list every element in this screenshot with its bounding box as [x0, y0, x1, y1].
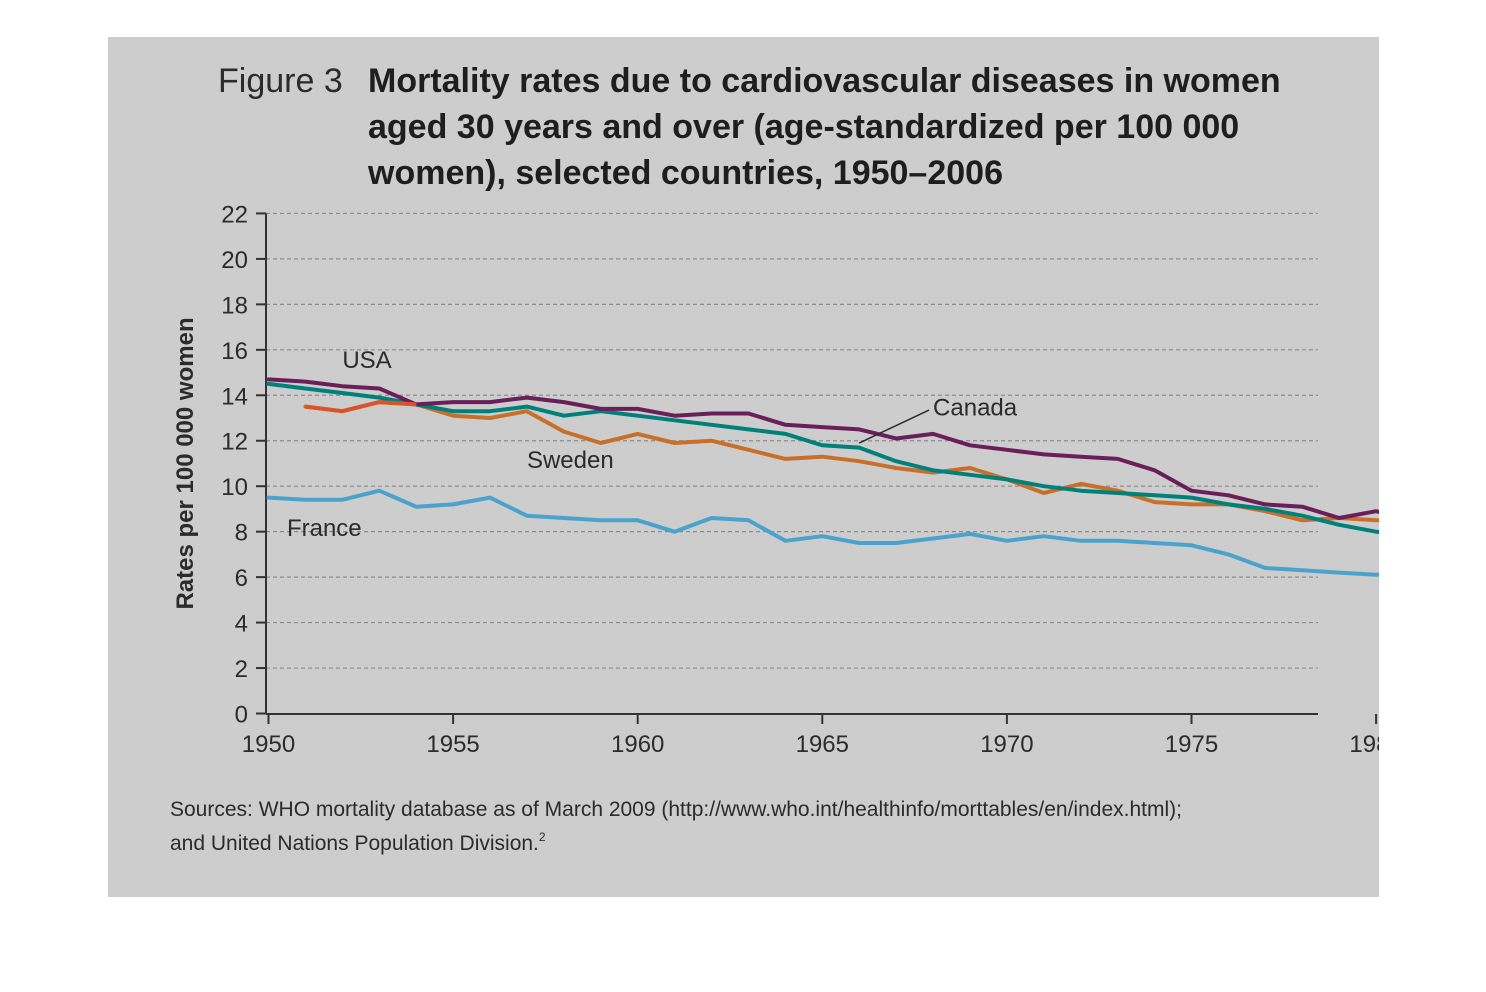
series-line-usa	[266, 377, 1379, 520]
chart-title-line-1: Mortality rates due to cardiovascular di…	[368, 62, 1281, 100]
x-tick-label: 1950	[242, 731, 295, 758]
sources-line-1: Sources: WHO mortality database as of Ma…	[170, 798, 1182, 821]
axes	[256, 212, 1378, 724]
sources-superscript: 2	[539, 830, 546, 844]
series-label-canada: Canada	[933, 395, 1018, 422]
figure-label: Figure 3	[218, 62, 343, 100]
series-line-sweden-early	[305, 400, 417, 414]
y-tick-label: 22	[221, 201, 248, 228]
y-tick-label: 18	[221, 292, 248, 319]
series-label-france: France	[287, 515, 362, 542]
y-tick-label: 10	[221, 474, 248, 501]
x-tick-label: 1960	[611, 731, 664, 758]
x-tick-labels: 1950195519601965197019751980198519901995…	[242, 731, 1379, 758]
series-line-france	[266, 488, 1379, 577]
series-line-sweden	[303, 400, 1379, 523]
y-tick-label: 20	[221, 247, 248, 274]
gridlines	[266, 212, 1318, 669]
series-label-sweden: Sweden	[527, 447, 614, 474]
y-tick-label: 6	[235, 565, 248, 592]
y-axis-label: Rates per 100 000 women	[172, 317, 199, 609]
series-line-canada	[266, 381, 1379, 535]
y-tick-label: 14	[221, 383, 248, 410]
chart: Figure 3 Mortality rates due to cardiova…	[170, 62, 1379, 855]
x-tick-label: 1955	[426, 731, 479, 758]
sources-line-2-text: and United Nations Population Division.	[170, 832, 539, 855]
y-tick-labels: 0 2 4 6 8 10 12 14 16 18 20 22	[221, 201, 248, 728]
y-tick-label: 8	[235, 520, 248, 547]
canada-label-pointer	[858, 409, 930, 444]
y-tick-label: 0	[235, 702, 248, 729]
chart-title-line-2: aged 30 years and over (age-standardized…	[368, 108, 1239, 146]
series-lines	[266, 377, 1379, 577]
y-tick-label: 16	[221, 338, 248, 365]
series-labels: USA Canada Sweden France	[287, 347, 1018, 542]
x-tick-label: 1975	[1165, 731, 1218, 758]
y-tick-label: 2	[235, 656, 248, 683]
series-label-usa: USA	[342, 347, 391, 374]
x-tick-label: 1965	[796, 731, 849, 758]
x-tick-label: 1980	[1349, 731, 1379, 758]
y-tick-label: 4	[235, 611, 248, 638]
figure-panel: Figure 3 Mortality rates due to cardiova…	[108, 37, 1379, 897]
x-tick-label: 1970	[980, 731, 1033, 758]
y-tick-label: 12	[221, 429, 248, 456]
chart-title-line-3: women), selected countries, 1950–2006	[367, 154, 1003, 192]
sources-line-2: and United Nations Population Division.2	[170, 830, 546, 855]
